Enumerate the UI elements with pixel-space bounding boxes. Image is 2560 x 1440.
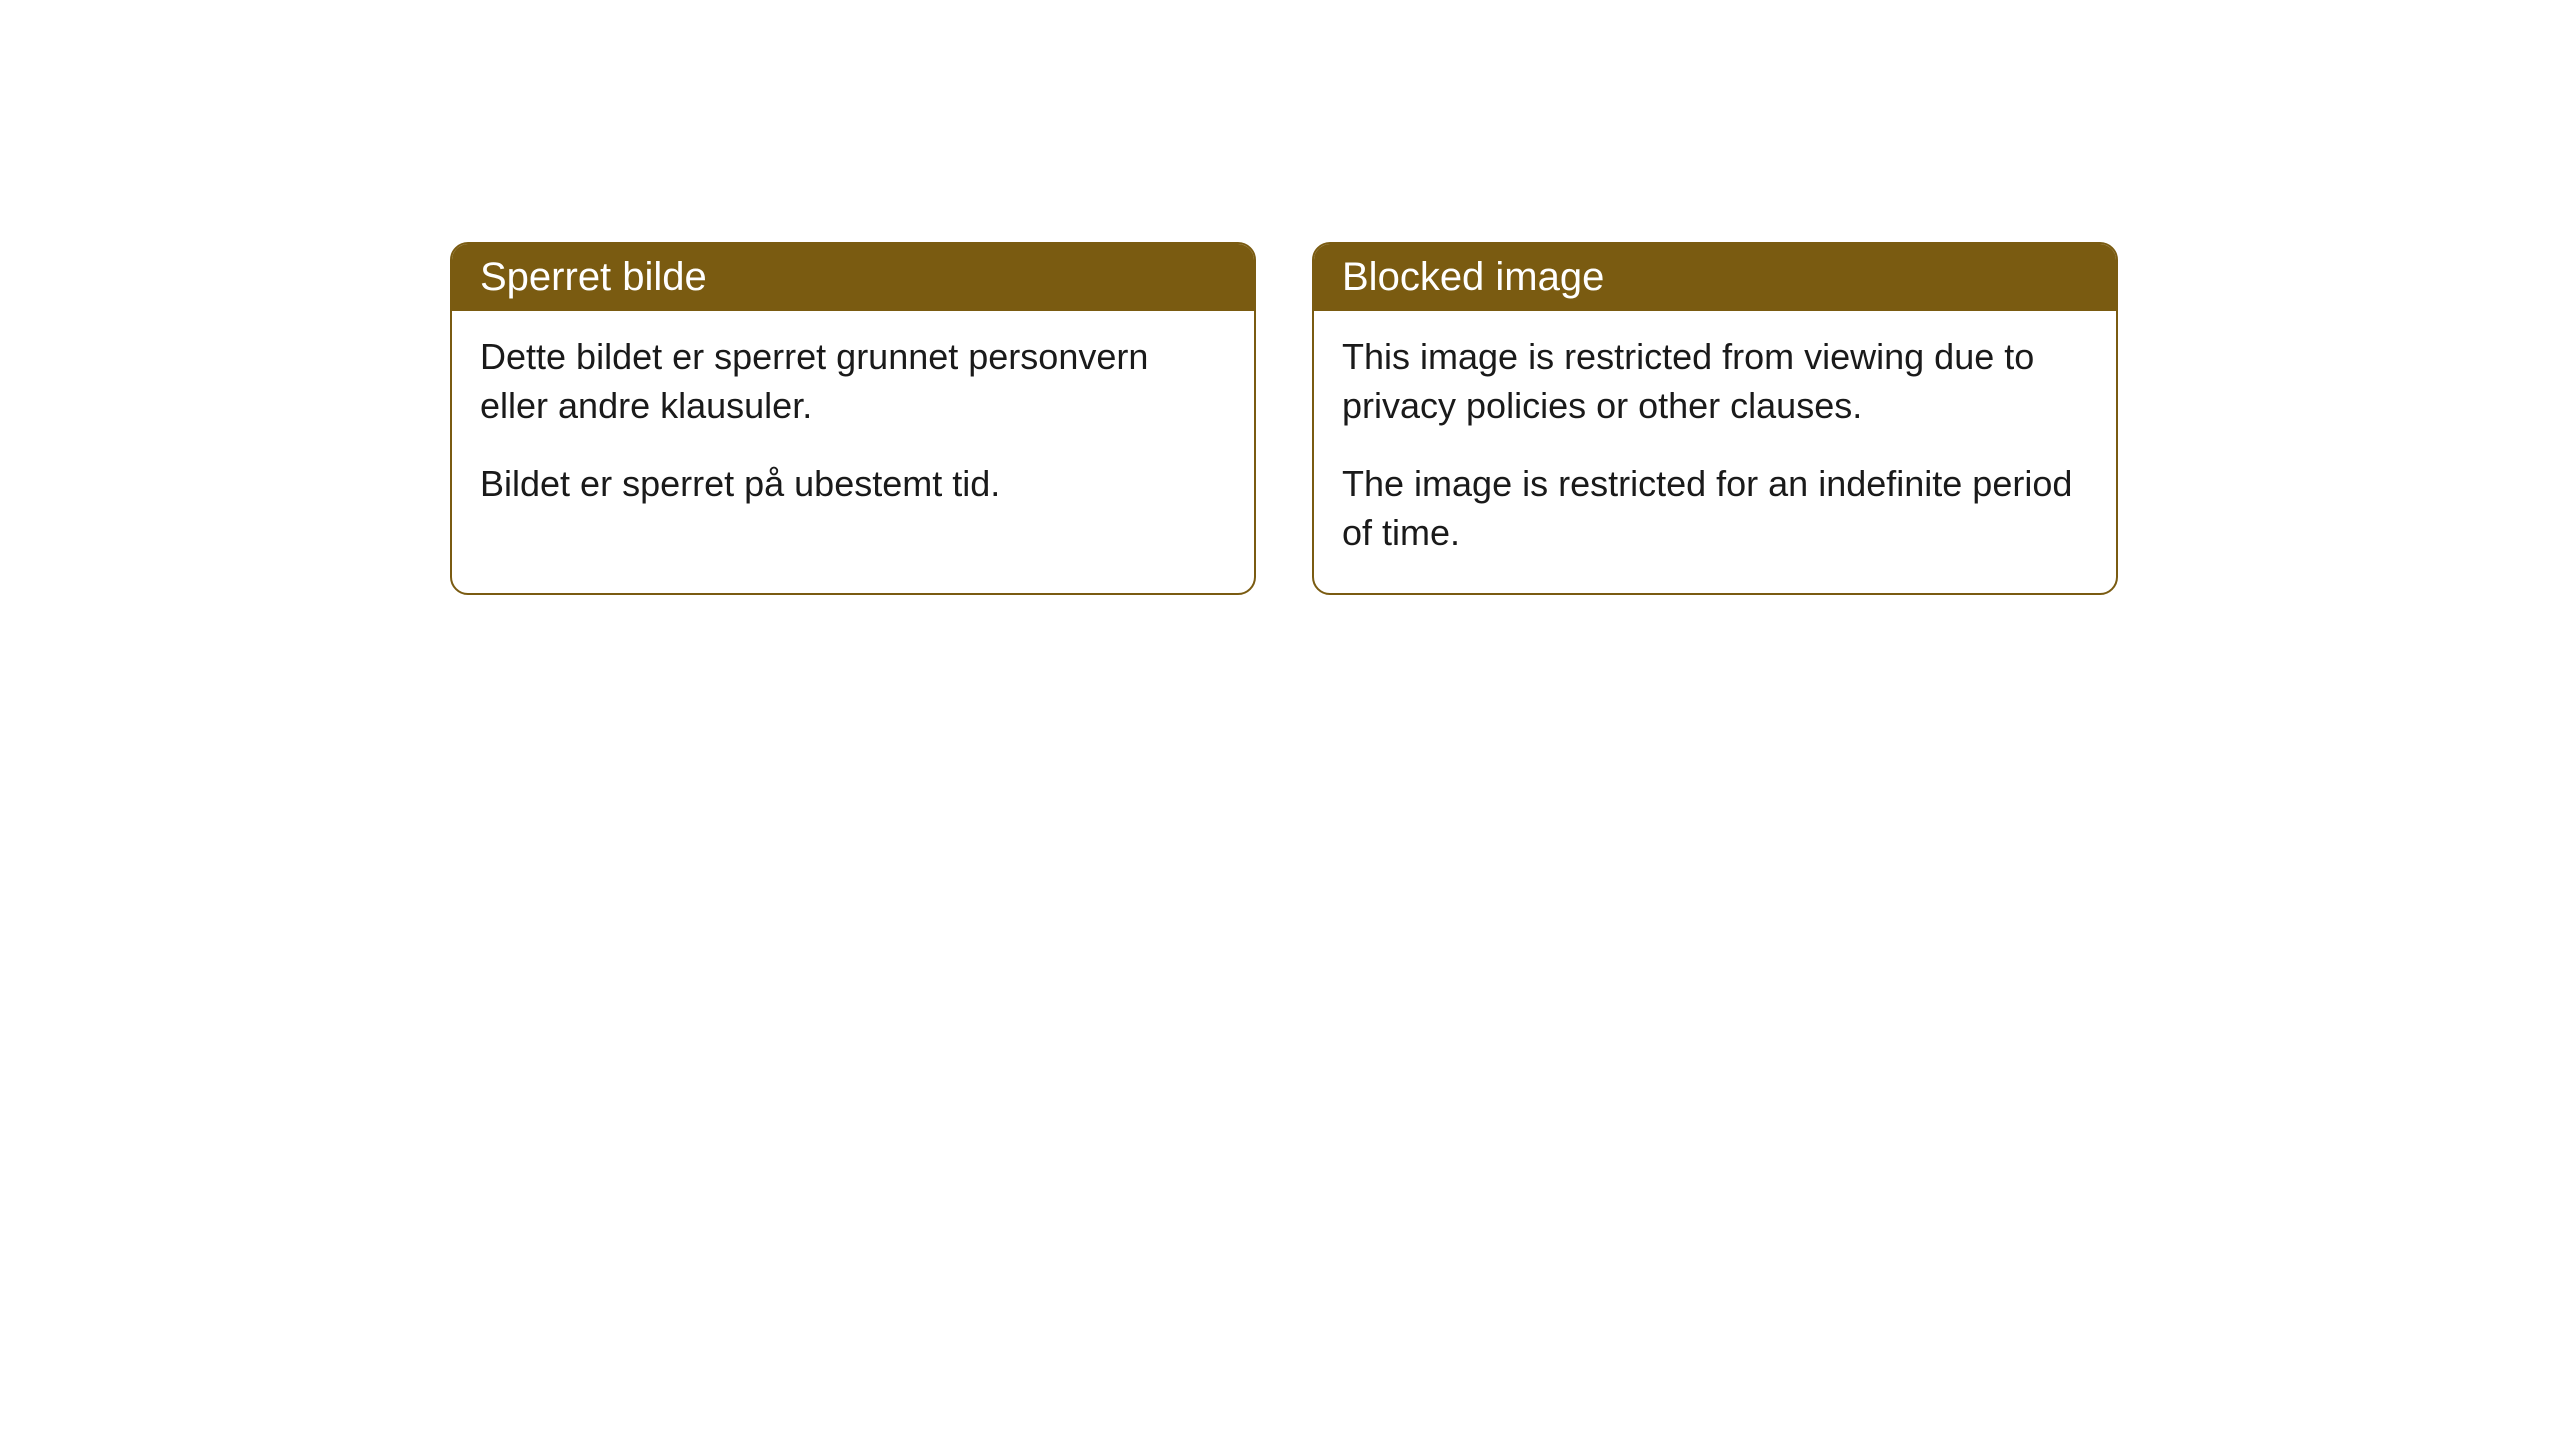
card-body-norwegian: Dette bildet er sperret grunnet personve…	[452, 311, 1254, 545]
card-title: Blocked image	[1342, 255, 1604, 299]
card-header-english: Blocked image	[1314, 244, 2116, 311]
card-body-english: This image is restricted from viewing du…	[1314, 311, 2116, 593]
card-norwegian: Sperret bilde Dette bildet er sperret gr…	[450, 242, 1256, 595]
card-english: Blocked image This image is restricted f…	[1312, 242, 2118, 595]
card-paragraph: Dette bildet er sperret grunnet personve…	[480, 333, 1226, 430]
card-paragraph: Bildet er sperret på ubestemt tid.	[480, 460, 1226, 509]
card-title: Sperret bilde	[480, 255, 707, 299]
card-paragraph: The image is restricted for an indefinit…	[1342, 460, 2088, 557]
card-paragraph: This image is restricted from viewing du…	[1342, 333, 2088, 430]
cards-container: Sperret bilde Dette bildet er sperret gr…	[450, 242, 2118, 595]
card-header-norwegian: Sperret bilde	[452, 244, 1254, 311]
